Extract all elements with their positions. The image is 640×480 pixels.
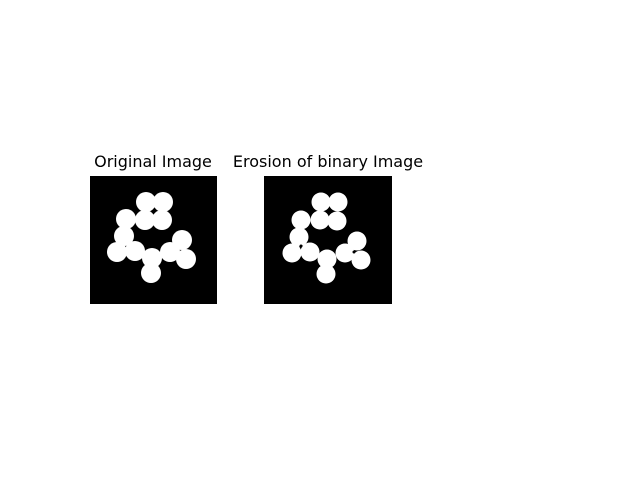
original-image [107,192,196,283]
blob [136,192,156,212]
blob [328,192,348,212]
blob [141,263,161,283]
blob [152,210,172,230]
erosion-image-panel [264,176,392,304]
blob [176,249,196,269]
blob [317,249,337,269]
blob [153,192,173,212]
blob [135,210,155,230]
blob [160,242,180,262]
blob [300,242,320,262]
eroded-image [282,192,371,284]
blob [114,226,134,246]
blob [311,192,331,212]
blob [289,227,309,247]
blob [282,243,302,263]
blob [316,264,336,284]
eroded-hole [352,250,356,254]
original-image-title: Original Image [94,152,212,171]
blob [327,211,347,231]
blob [291,210,311,230]
blob [107,242,127,262]
blob [125,241,145,261]
blob [335,243,355,263]
blob [347,231,367,251]
erosion-image-title: Erosion of binary Image [232,152,424,171]
original-image-panel [90,176,217,304]
blob [142,248,162,268]
blob [116,209,136,229]
eroded-hole [299,244,303,248]
blob [310,210,330,230]
blob [351,250,371,270]
